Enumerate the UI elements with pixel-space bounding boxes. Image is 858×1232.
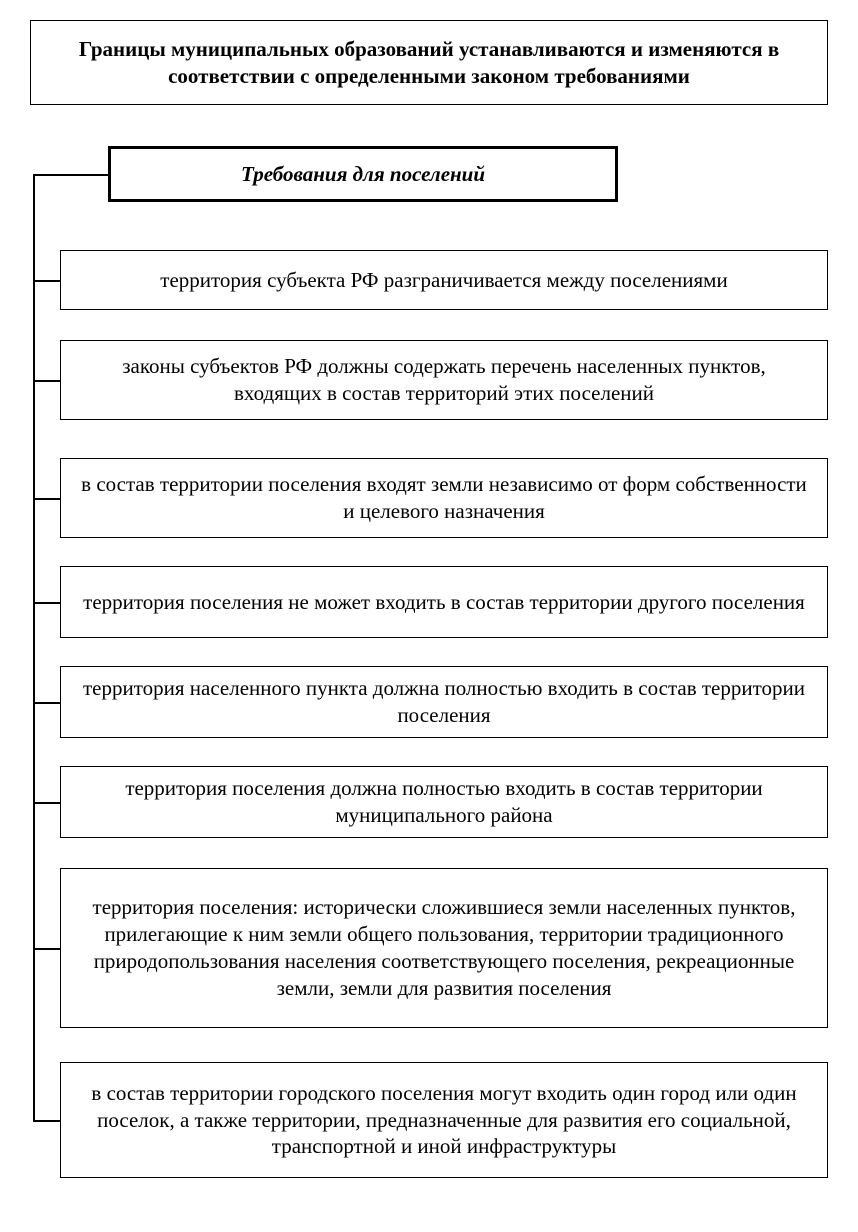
header-box: Границы муниципальных образований устана…: [30, 20, 828, 105]
item-box-0: территория субъекта РФ разграничивается …: [60, 250, 828, 310]
item-box-6: территория поселения: исторически сложив…: [60, 868, 828, 1028]
connector-5: [33, 802, 60, 804]
item-box-3: территория поселения не может входить в …: [60, 566, 828, 638]
connector-3: [33, 602, 60, 604]
spine-line: [33, 174, 35, 1120]
connector-4: [33, 702, 60, 704]
connector-6: [33, 948, 60, 950]
item-box-2: в состав территории поселения входят зем…: [60, 458, 828, 538]
item-box-4: территория населенного пункта должна пол…: [60, 666, 828, 738]
connector-subheader: [33, 174, 108, 176]
item-box-5: территория поселения должна полностью вх…: [60, 766, 828, 838]
item-box-7: в состав территории городского поселения…: [60, 1062, 828, 1178]
subheader-box: Требования для поселений: [108, 146, 618, 202]
item-box-1: законы субъектов РФ должны содержать пер…: [60, 340, 828, 420]
connector-1: [33, 380, 60, 382]
connector-7: [33, 1120, 60, 1122]
connector-0: [33, 280, 60, 282]
connector-2: [33, 498, 60, 500]
